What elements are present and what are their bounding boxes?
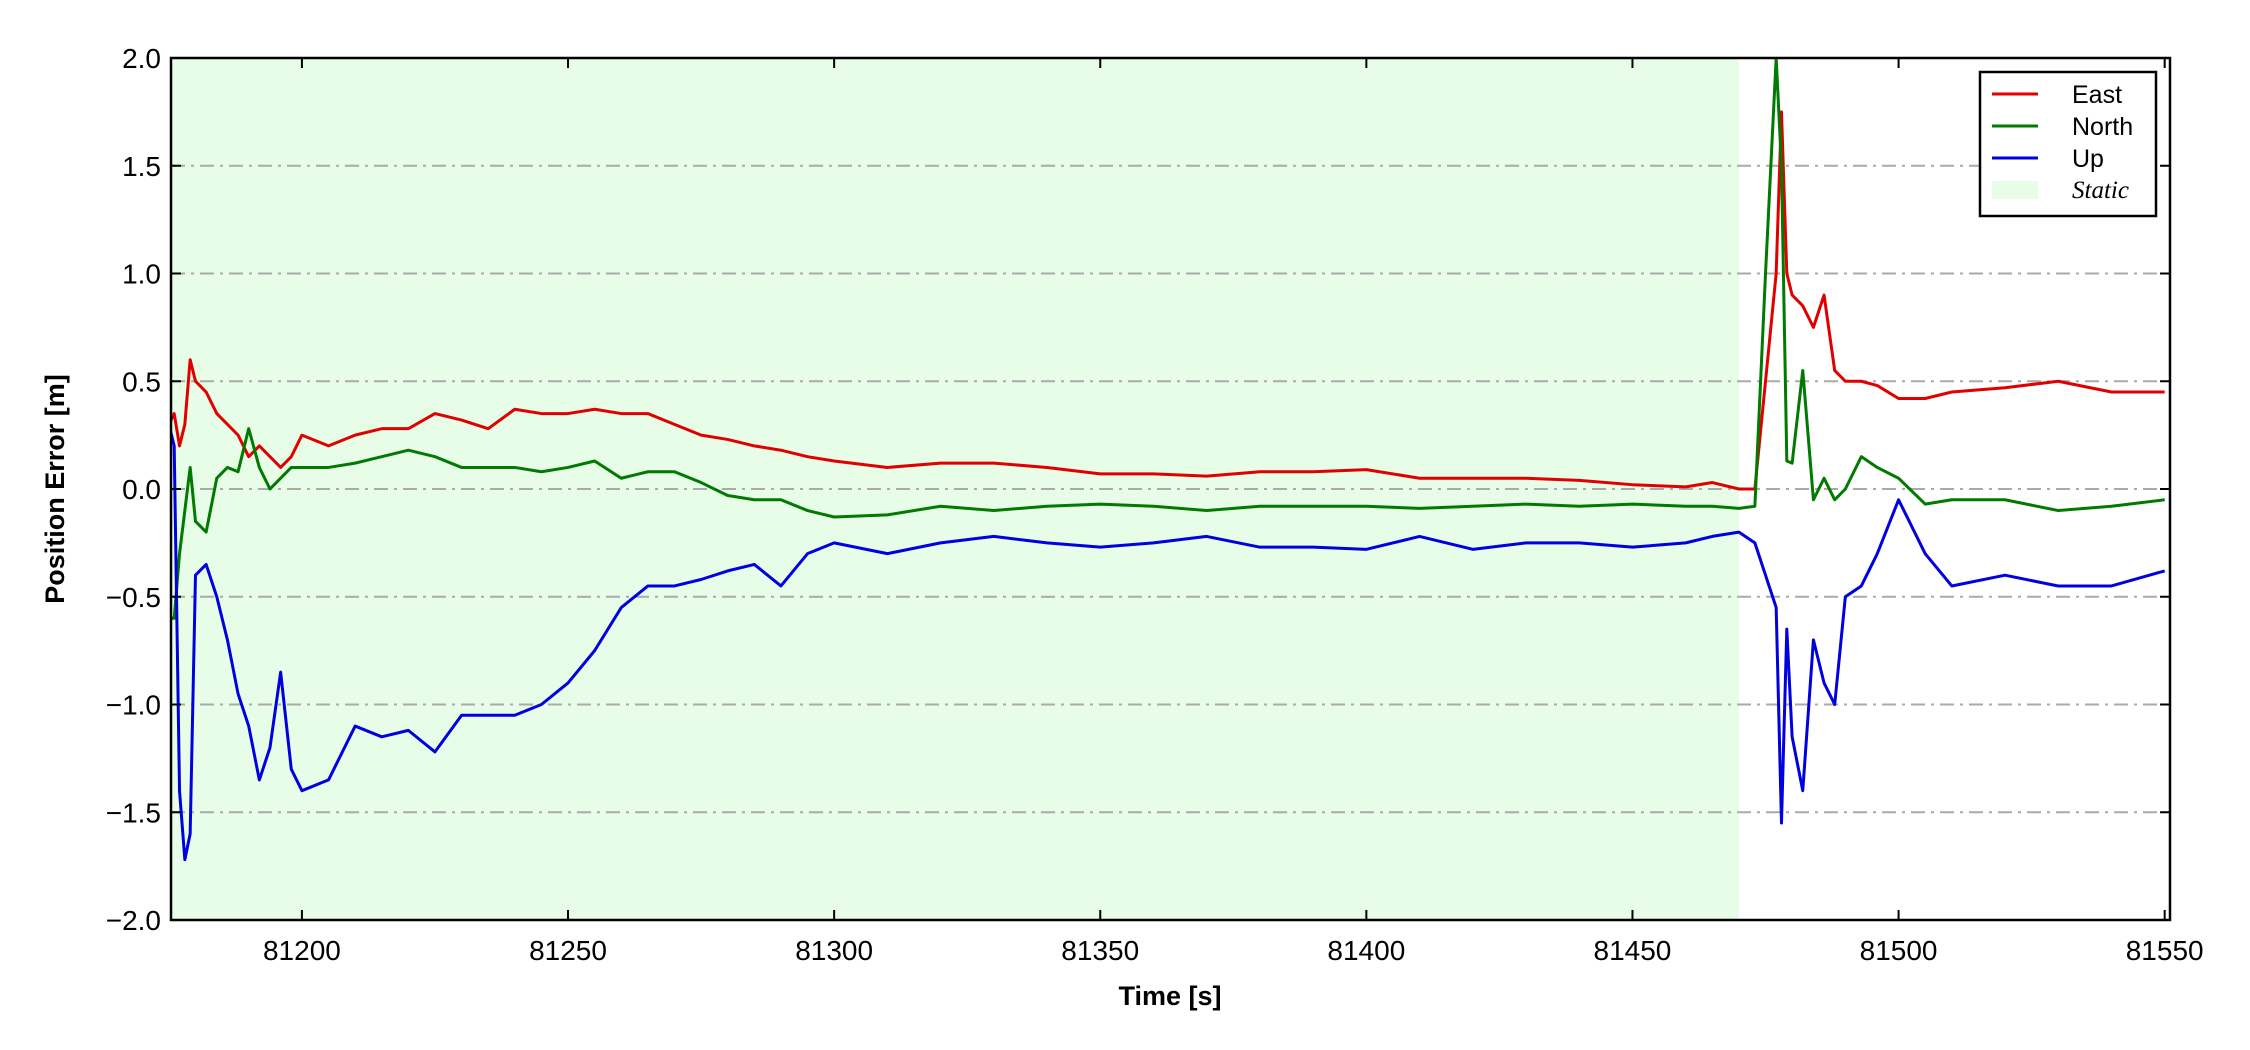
legend-label: North xyxy=(2072,113,2133,141)
y-tick-label: 0.5 xyxy=(122,366,161,397)
plot-frame xyxy=(169,56,2172,922)
x-tick-label: 81450 xyxy=(1594,935,1672,966)
y-tick-label: −1.0 xyxy=(106,690,161,721)
series-line xyxy=(171,58,2165,620)
y-tick-label: 1.0 xyxy=(122,259,161,290)
y-tick-label: 0.0 xyxy=(122,474,161,505)
x-tick-label: 81250 xyxy=(529,935,607,966)
legend-label: Static xyxy=(2072,177,2129,204)
y-tick-label: −1.5 xyxy=(106,797,161,828)
lines xyxy=(171,58,2166,862)
x-tick-label: 81400 xyxy=(1327,935,1405,966)
y-tick-label: 1.5 xyxy=(122,151,161,182)
x-axis-label: Time [s] xyxy=(1118,981,1221,1011)
axes: −2.0 −1.5 −1.0 −0.5 0.0 0.5 1.0 1.5 2.0 81200 8125… xyxy=(106,43,2204,966)
series-line xyxy=(171,110,2165,491)
legend-label: Up xyxy=(2072,145,2104,173)
x-tick-label: 81200 xyxy=(263,935,341,966)
series-line xyxy=(171,426,2166,862)
legend: East North Up Static xyxy=(1978,70,2158,218)
legend-swatch xyxy=(1992,181,2038,199)
legend-label: East xyxy=(2072,81,2122,109)
y-axis-label: Position Error [m] xyxy=(40,374,70,604)
y-tick-label: 2.0 xyxy=(122,43,161,74)
y-tick-label: −2.0 xyxy=(106,905,161,936)
x-tick-label: 81500 xyxy=(1860,935,1938,966)
x-tick-label: 81550 xyxy=(2126,935,2204,966)
x-tick-label: 81350 xyxy=(1061,935,1139,966)
x-tick-label: 81300 xyxy=(795,935,873,966)
y-tick-label: −0.5 xyxy=(106,582,161,613)
